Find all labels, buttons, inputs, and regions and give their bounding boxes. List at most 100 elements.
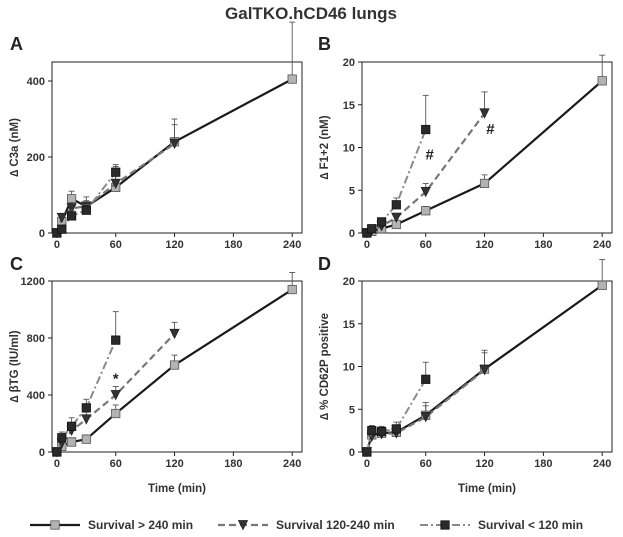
legend: Survival > 240 min Survival 120-240 min Su…	[30, 518, 583, 532]
series-1	[52, 272, 297, 457]
data-point	[67, 437, 77, 447]
legend-label: Survival 120-240 min	[276, 518, 395, 532]
y-axis-label: ∆ βTG (IU/ml)	[9, 330, 21, 402]
data-point	[479, 108, 490, 119]
data-point	[391, 212, 402, 224]
series-3	[52, 164, 121, 238]
series-3	[52, 311, 121, 457]
series-line	[56, 288, 293, 453]
series-3	[362, 361, 431, 457]
y-tick-label: 15	[343, 319, 355, 331]
data-point	[169, 328, 180, 340]
legend-entry-2: Survival 120-240 min	[218, 518, 395, 532]
significance-marker: #	[486, 121, 495, 138]
legend-swatch-marker	[237, 520, 249, 531]
y-tick-label: 0	[39, 228, 45, 240]
data-point	[391, 200, 401, 210]
data-point	[169, 360, 180, 370]
panel-letter: B	[318, 34, 331, 54]
x-tick-label: 0	[364, 458, 370, 470]
panel-letter: C	[10, 254, 23, 274]
y-tick-label: 10	[343, 362, 355, 374]
data-point	[377, 426, 387, 437]
data-point	[66, 203, 77, 214]
data-point	[67, 194, 77, 204]
y-tick-label: 1200	[21, 276, 45, 288]
x-tick-label: 120	[165, 239, 183, 251]
data-point	[111, 335, 121, 345]
data-point	[287, 284, 297, 295]
y-tick-label: 10	[343, 143, 355, 155]
y-tick-label: 400	[27, 76, 45, 88]
legend-swatch-marker	[50, 520, 60, 530]
data-point	[81, 205, 91, 215]
y-axis-label: ∆ C3a (nM)	[9, 118, 21, 177]
y-tick-label: 800	[27, 333, 45, 345]
data-point	[420, 187, 431, 198]
x-tick-label: 0	[364, 239, 370, 251]
y-tick-label: 5	[349, 404, 355, 416]
data-point	[421, 374, 431, 384]
x-tick-label: 60	[420, 458, 432, 470]
significance-marker: *	[113, 371, 119, 388]
data-point	[377, 217, 387, 227]
x-axis-label: Time (min)	[458, 483, 516, 495]
data-point	[367, 426, 377, 436]
data-point	[81, 434, 91, 444]
x-tick-label: 240	[593, 458, 611, 470]
legend-label: Survival < 120 min	[478, 518, 583, 532]
y-tick-label: 0	[349, 228, 355, 240]
x-tick-label: 0	[54, 239, 60, 251]
y-tick-label: 20	[343, 276, 355, 288]
x-tick-label: 180	[534, 458, 552, 470]
y-tick-label: 15	[343, 100, 355, 112]
significance-marker: #	[425, 146, 434, 163]
data-point	[479, 365, 490, 376]
x-tick-label: 240	[283, 239, 301, 251]
plot-frame	[51, 280, 303, 453]
data-point	[67, 211, 77, 221]
y-tick-label: 20	[343, 57, 355, 69]
series-1	[362, 54, 607, 238]
data-point	[421, 124, 431, 135]
data-point	[81, 403, 91, 413]
data-point	[110, 390, 121, 401]
legend-entry-1: Survival > 240 min	[30, 518, 193, 532]
x-tick-label: 120	[165, 458, 183, 470]
x-tick-label: 0	[54, 458, 60, 470]
legend-swatch-marker	[440, 520, 450, 530]
y-tick-label: 0	[349, 447, 355, 459]
x-tick-label: 60	[110, 239, 122, 251]
chart-panel-d: D 0 60 120 180 240 0 5 10 15 20 ∆ % CD62P positive T…	[318, 254, 613, 495]
data-point	[52, 447, 62, 457]
series-line	[55, 78, 293, 234]
data-point	[367, 224, 377, 234]
chart-panel-c: C 0 60 120 180 240 0 400 800 1200 ∆ βTG (IU/ml) Tim…	[9, 254, 303, 495]
data-point	[57, 433, 67, 443]
figure-title: GalTKO.hCD46 lungs	[225, 4, 397, 23]
series-line	[55, 332, 176, 453]
y-tick-label: 200	[27, 152, 45, 164]
plot-frame	[51, 61, 303, 234]
chart-panel-b: B 0 60 120 180 240 0 5 10 15 20 ∆ F1+2 (nM) # #	[318, 34, 613, 251]
x-tick-label: 180	[224, 458, 242, 470]
y-tick-label: 400	[27, 390, 45, 402]
x-tick-label: 120	[475, 458, 493, 470]
data-point	[391, 424, 401, 434]
data-point	[421, 206, 431, 216]
data-point	[110, 178, 121, 189]
data-point	[56, 212, 67, 224]
data-point	[362, 447, 372, 457]
y-tick-label: 5	[349, 185, 355, 197]
series-line	[365, 378, 427, 453]
panel-letter: D	[318, 254, 331, 274]
y-axis-label: ∆ F1+2 (nM)	[319, 115, 331, 179]
y-axis-label: ∆ % CD62P positive	[319, 313, 331, 420]
x-tick-label: 240	[283, 458, 301, 470]
x-axis-label: Time (min)	[148, 483, 206, 495]
x-tick-label: 120	[475, 239, 493, 251]
x-tick-label: 60	[110, 458, 122, 470]
data-point	[479, 178, 490, 189]
